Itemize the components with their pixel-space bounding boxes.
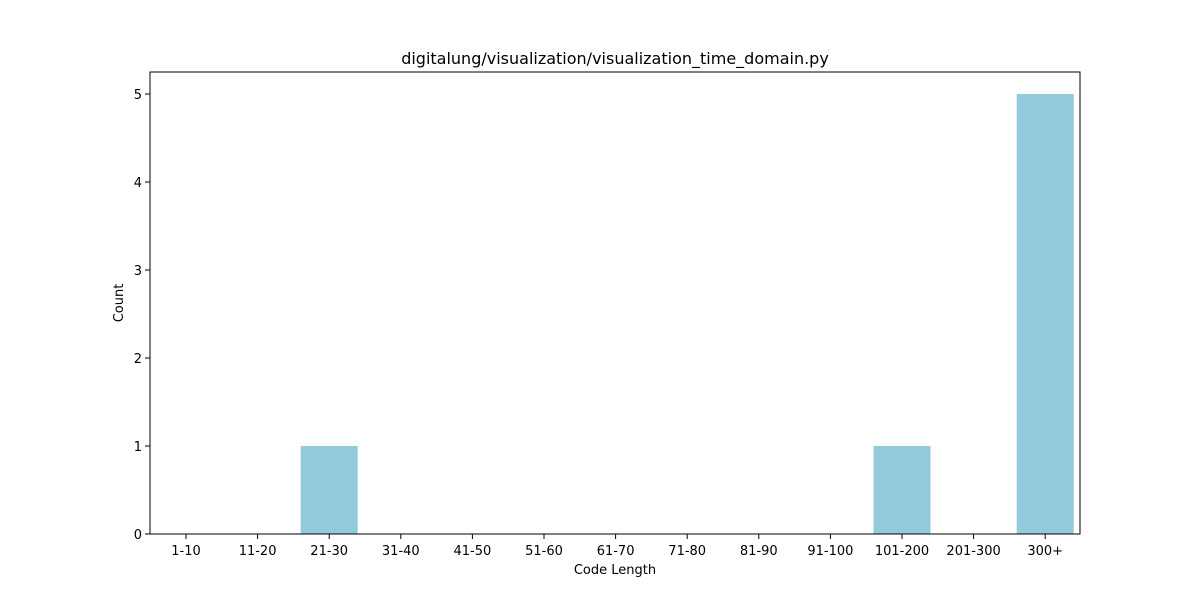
y-tick-label: 3 — [134, 264, 142, 279]
x-tick-label: 31-40 — [382, 544, 420, 559]
x-tick-label: 11-20 — [239, 544, 277, 559]
x-tick-label: 41-50 — [454, 544, 492, 559]
bar-21-30 — [300, 446, 358, 534]
y-tick-label: 5 — [134, 88, 142, 103]
x-tick-label: 21-30 — [310, 544, 348, 559]
x-axis-ticks: 1-10 11-20 21-30 31-40 41-50 51-60 61-70 71-80 8… — [171, 534, 1063, 559]
chart-title: digitalung/visualization/visualization_t… — [401, 49, 829, 69]
x-tick-label: 81-90 — [740, 544, 778, 559]
x-tick-label: 71-80 — [668, 544, 706, 559]
bars-layer — [300, 94, 1074, 534]
y-axis-label: Count — [112, 284, 127, 323]
x-tick-label: 61-70 — [597, 544, 635, 559]
x-axis-label: Code Length — [574, 563, 656, 578]
x-tick-label: 101-200 — [875, 544, 929, 559]
bar-300+ — [1016, 94, 1074, 534]
y-tick-label: 0 — [134, 528, 142, 543]
plot-frame — [149, 71, 1081, 535]
x-tick-label: 1-10 — [171, 544, 201, 559]
x-tick-label: 91-100 — [807, 544, 853, 559]
x-tick-label: 300+ — [1027, 544, 1063, 559]
x-tick-label: 51-60 — [525, 544, 563, 559]
y-tick-label: 2 — [134, 352, 142, 367]
y-tick-label: 4 — [134, 176, 142, 191]
x-tick-label: 201-300 — [946, 544, 1000, 559]
y-tick-label: 1 — [134, 440, 142, 455]
y-axis-ticks: 0 1 2 3 4 5 — [134, 88, 150, 543]
bar-101-200 — [873, 446, 931, 534]
